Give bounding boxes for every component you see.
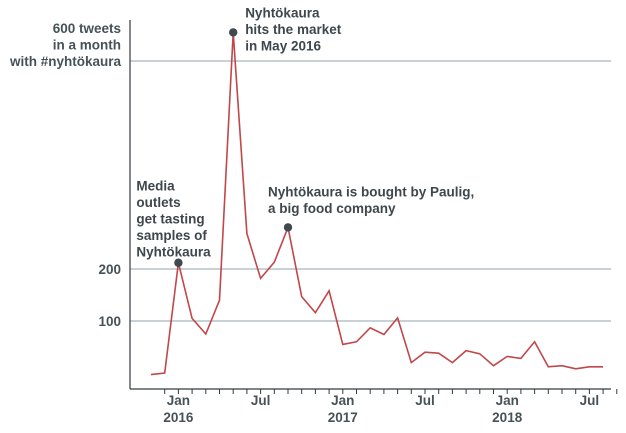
annotation-media-samples: Media outlets get tasting samples of Nyhtöka… [136,178,211,259]
x-tick-label-1: Jul [251,393,271,408]
annotation-marker [283,223,293,232]
x-tick-label-3: Jul [415,393,435,408]
x-tick-label-5: Jul [580,393,600,408]
x-tick-label-0: Jan 2016 [163,393,194,425]
annotation-market-launch: Nyhtökaura hits the market in May 2016 [245,5,342,53]
x-tick-label-2: Jan 2017 [328,393,358,425]
y-tick-label-100: 100 [98,314,121,329]
y-tick-label-600: 600 tweets in a month with #nyhtökaura [9,21,122,69]
tweets-series-line [150,32,604,376]
annotation-marker [229,28,238,37]
annotation-paulig-acquisition: Nyhtökaura is bought by Paulig, a big foo… [268,184,474,216]
x-tick-label-4: Jan 2018 [492,393,523,425]
y-tick-label-200: 200 [98,262,121,277]
annotation-marker [174,258,183,267]
